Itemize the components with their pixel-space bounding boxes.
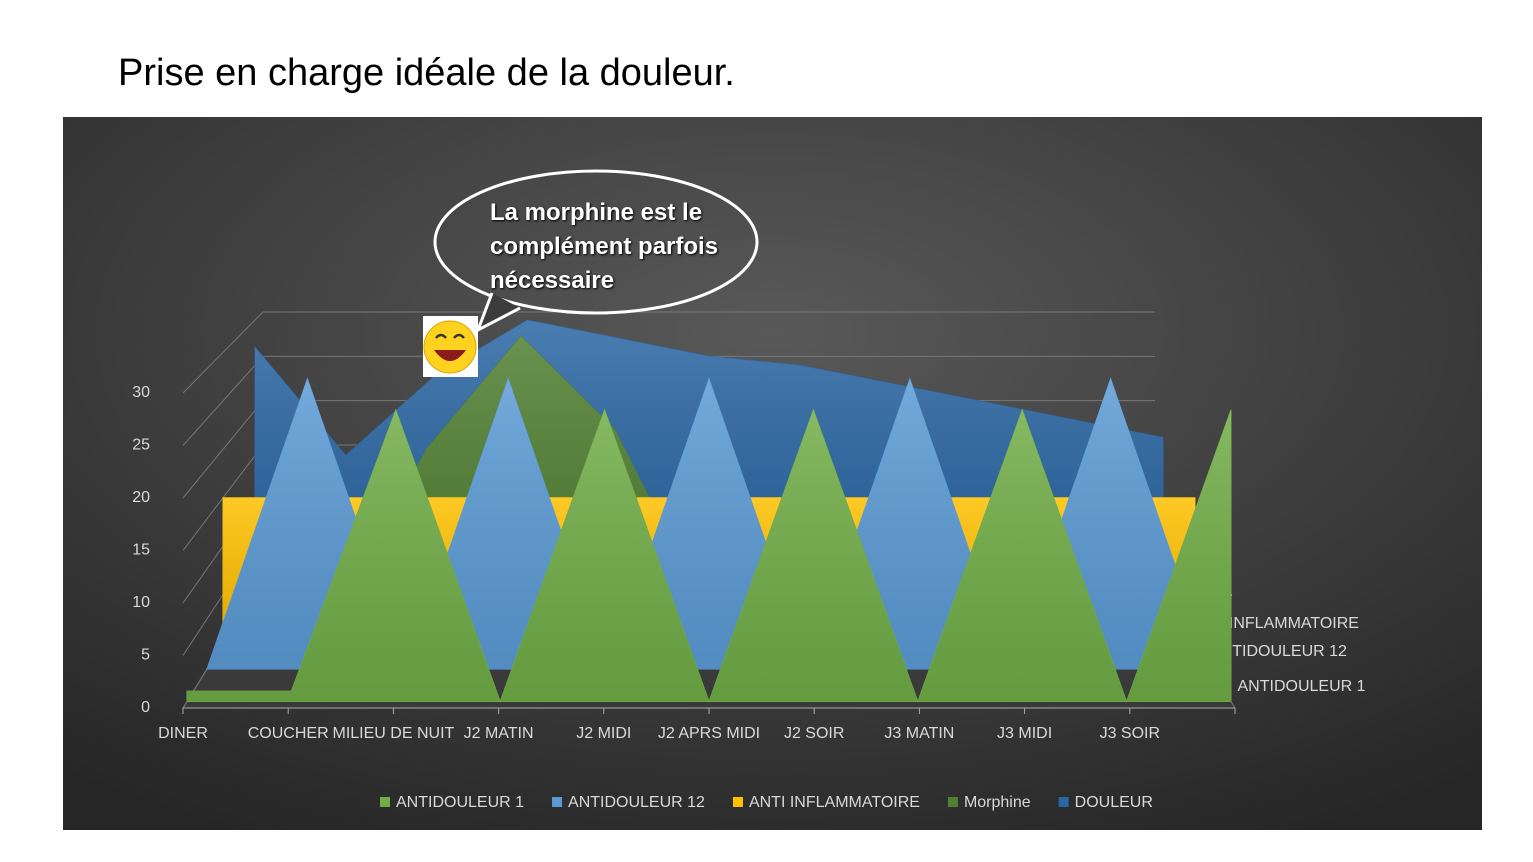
x-tick-label: J3 MATIN (884, 725, 954, 742)
legend-swatch (552, 797, 563, 807)
x-tick-label: COUCHER (248, 725, 329, 742)
grid-line-side (182, 311, 264, 394)
legend-label: Morphine (964, 794, 1031, 811)
x-tick-label: MILIEU DE NUIT (333, 725, 455, 742)
y-tick-label: 20 (132, 489, 150, 506)
legend-swatch (947, 797, 958, 807)
callout-bubble (433, 169, 759, 315)
x-tick-label: DINER (158, 725, 208, 742)
x-tick-label: J2 MATIN (464, 725, 534, 742)
y-tick-label: 0 (141, 699, 150, 716)
plot-area: 0 5 10 15 20 25 30 DINER COUCHER MILIEU DE NUIT J2… (132, 311, 1366, 811)
emoji-eyes (435, 333, 465, 339)
y-tick-label: 15 (132, 542, 150, 559)
legend-label: ANTI INFLAMMATOIRE (749, 794, 920, 811)
grid-line-side (182, 355, 264, 446)
x-tick-label: J2 APRS MIDI (658, 725, 760, 742)
x-tick-label: J2 MIDI (576, 725, 631, 742)
grid-line-side (182, 400, 264, 499)
x-tick-label: J2 SOIR (784, 725, 844, 742)
legend-label: ANTIDOULEUR 1 (396, 794, 524, 811)
y-tick-label: 10 (132, 594, 150, 611)
y-tick-label: 25 (132, 437, 150, 454)
y-tick-label: 5 (141, 647, 150, 664)
slide-title: Prise en charge idéale de la douleur. (118, 52, 735, 94)
legend-swatch (380, 797, 390, 807)
depth-label: ANTIDOULEUR 1 (1238, 678, 1366, 695)
y-tick-label: 30 (132, 384, 150, 401)
legend-label: ANTIDOULEUR 12 (568, 794, 705, 811)
legend-label: DOULEUR (1075, 794, 1153, 811)
x-tick-label: J3 SOIR (1100, 725, 1160, 742)
depth-label: ANTIDOULEUR 12 (1210, 643, 1347, 660)
legend-swatch (732, 797, 743, 807)
area-shade (187, 409, 1231, 702)
emoji-mouth (434, 350, 466, 361)
callout-text: La morphine est le complément parfois né… (490, 199, 719, 294)
x-tick-label: J3 MIDI (997, 725, 1052, 742)
legend-swatch (1058, 797, 1069, 807)
emoji-face (423, 320, 477, 374)
